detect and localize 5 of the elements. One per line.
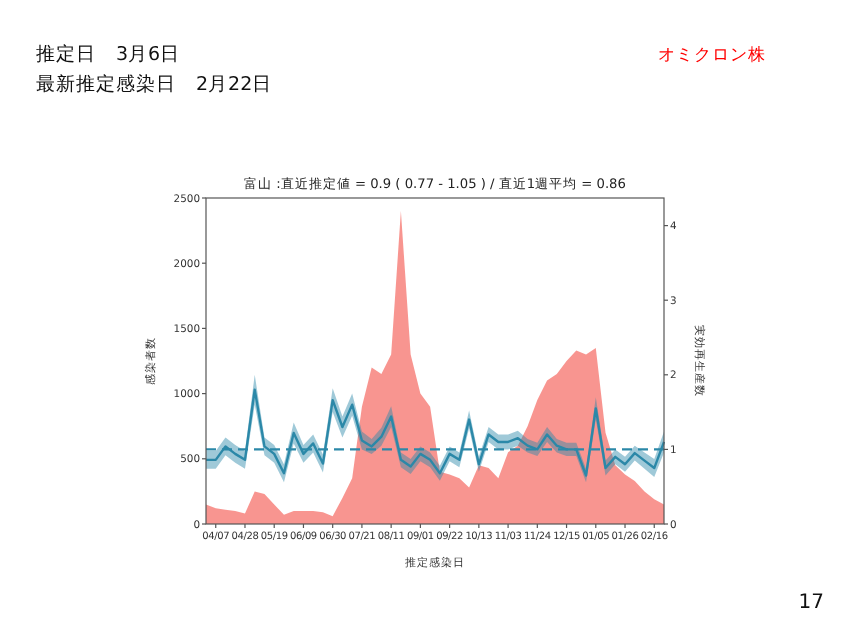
text: 最新推定感染日 2月22日 <box>36 72 273 96</box>
text: 17 <box>798 592 824 614</box>
text: 推定日 3月6日 <box>36 42 181 66</box>
text: オミクロン株 <box>658 44 766 66</box>
line-series <box>204 388 666 477</box>
